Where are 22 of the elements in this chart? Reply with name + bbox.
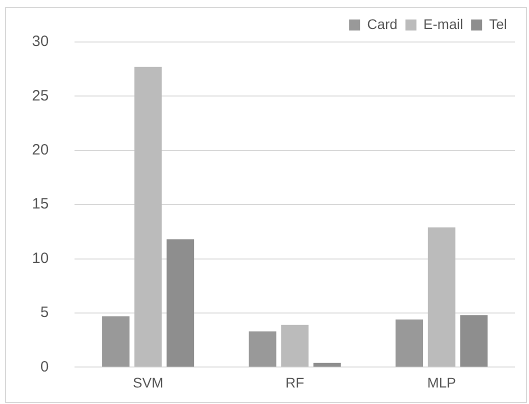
legend-label: E-mail (423, 16, 464, 32)
y-tick-label: 25 (32, 87, 49, 104)
bar (428, 227, 456, 367)
bar (134, 66, 162, 367)
y-tick-label: 30 (32, 33, 49, 50)
y-tick-label: 0 (40, 358, 49, 376)
bar (248, 331, 276, 367)
x-tick-label: RF (286, 374, 304, 390)
bar (460, 315, 488, 367)
y-tick-label: 10 (32, 250, 49, 267)
legend-label: Tel (489, 16, 508, 32)
x-tick-label: MLP (427, 374, 456, 390)
bar (313, 362, 341, 367)
legend-label: Card (367, 16, 398, 32)
bar (281, 324, 309, 367)
y-tick-label: 20 (32, 142, 49, 159)
x-tick-label: SVM (132, 374, 164, 390)
bar (166, 239, 194, 367)
y-tick-label: 5 (40, 304, 49, 322)
bar (102, 316, 130, 367)
bar (396, 320, 424, 367)
y-tick-label: 15 (32, 196, 49, 213)
